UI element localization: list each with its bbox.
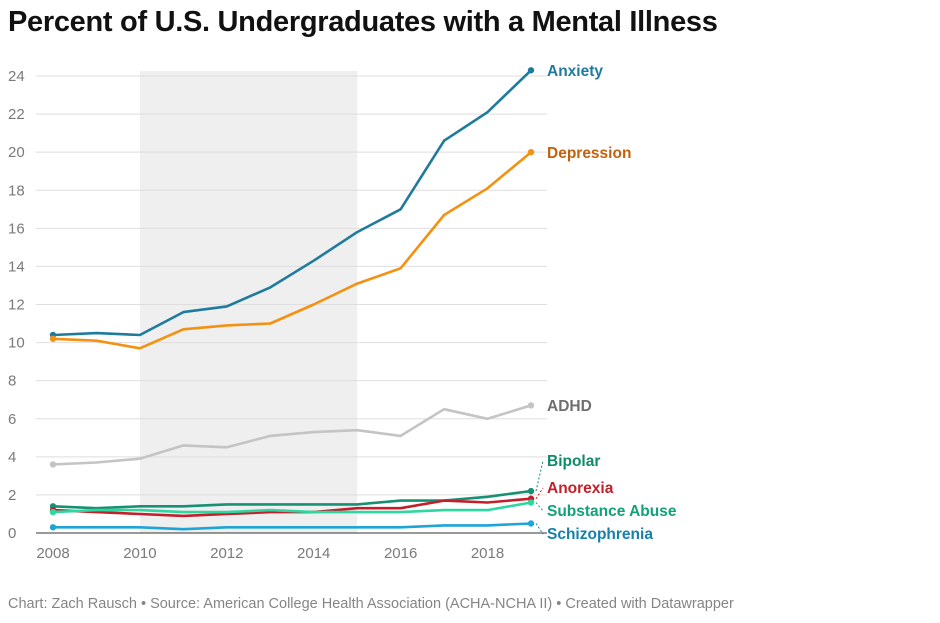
series-label: Substance Abuse: [547, 503, 677, 520]
series-schizophrenia: [49, 520, 535, 531]
series-line: [51, 69, 533, 337]
x-tick-label: 2016: [384, 545, 417, 562]
series-end-point: [527, 487, 535, 495]
y-tick-label: 14: [8, 258, 25, 275]
series-end-point: [527, 148, 535, 156]
series-label: ADHD: [547, 398, 592, 415]
chart-footer: Chart: Zach Rausch • Source: American Co…: [8, 596, 734, 612]
x-tick-label: 2014: [297, 545, 330, 562]
series-end-point: [527, 402, 535, 409]
series-end-point: [527, 520, 535, 527]
series-label: Bipolar: [547, 453, 600, 470]
series-label: Depression: [547, 145, 631, 162]
series-depression: [49, 148, 535, 350]
y-tick-label: 18: [8, 182, 25, 199]
y-tick-label: 4: [8, 449, 16, 466]
y-tick-label: 8: [8, 373, 16, 390]
label-leader-line: [535, 523, 544, 535]
y-tick-label: 20: [8, 144, 25, 161]
series-line: [51, 150, 533, 350]
y-tick-label: 16: [8, 220, 25, 237]
series-adhd: [49, 402, 535, 468]
x-tick-label: 2010: [123, 545, 156, 562]
series-line: [51, 501, 533, 514]
y-tick-label: 24: [8, 68, 25, 85]
chart-title: Percent of U.S. Undergraduates with a Me…: [8, 6, 718, 38]
y-tick-label: 22: [8, 106, 25, 123]
x-tick-label: 2008: [36, 545, 69, 562]
x-tick-label: 2018: [471, 545, 504, 562]
series-label: Anorexia: [547, 480, 614, 497]
label-leader-line: [535, 487, 544, 499]
label-leader-line: [535, 460, 544, 492]
x-tick-label: 2012: [210, 545, 243, 562]
y-tick-label: 6: [8, 411, 16, 428]
y-tick-label: 0: [8, 525, 16, 542]
series-end-point: [527, 499, 535, 506]
series-start-point: [49, 508, 57, 516]
series-start-point: [49, 335, 57, 342]
series-line: [51, 522, 533, 531]
series-label: Schizophrenia: [547, 526, 653, 543]
y-tick-label: 2: [8, 487, 16, 504]
series-start-point: [49, 461, 57, 468]
series-end-point: [527, 67, 535, 74]
highlight-period: [139, 71, 358, 533]
label-leader-line: [535, 502, 544, 512]
series-label: Anxiety: [547, 63, 603, 80]
series-line: [51, 404, 533, 466]
series-start-point: [49, 524, 57, 531]
y-tick-label: 10: [8, 335, 25, 352]
y-tick-label: 12: [8, 297, 25, 314]
series-substance-abuse: [49, 499, 535, 516]
